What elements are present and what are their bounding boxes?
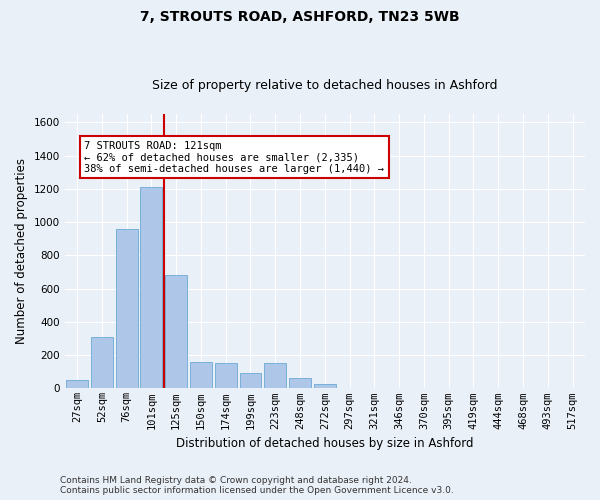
- Text: 7 STROUTS ROAD: 121sqm
← 62% of detached houses are smaller (2,335)
38% of semi-: 7 STROUTS ROAD: 121sqm ← 62% of detached…: [85, 140, 385, 174]
- X-axis label: Distribution of detached houses by size in Ashford: Distribution of detached houses by size …: [176, 437, 473, 450]
- Y-axis label: Number of detached properties: Number of detached properties: [15, 158, 28, 344]
- Bar: [66, 380, 88, 388]
- Text: Contains HM Land Registry data © Crown copyright and database right 2024.
Contai: Contains HM Land Registry data © Crown c…: [60, 476, 454, 495]
- Bar: [116, 228, 137, 388]
- Bar: [91, 337, 113, 388]
- Bar: [140, 187, 162, 388]
- Bar: [265, 362, 286, 388]
- Bar: [165, 276, 187, 388]
- Bar: [215, 362, 236, 388]
- Text: 7, STROUTS ROAD, ASHFORD, TN23 5WB: 7, STROUTS ROAD, ASHFORD, TN23 5WB: [140, 10, 460, 24]
- Bar: [239, 372, 262, 388]
- Title: Size of property relative to detached houses in Ashford: Size of property relative to detached ho…: [152, 79, 497, 92]
- Bar: [190, 362, 212, 388]
- Bar: [289, 378, 311, 388]
- Bar: [314, 384, 336, 388]
